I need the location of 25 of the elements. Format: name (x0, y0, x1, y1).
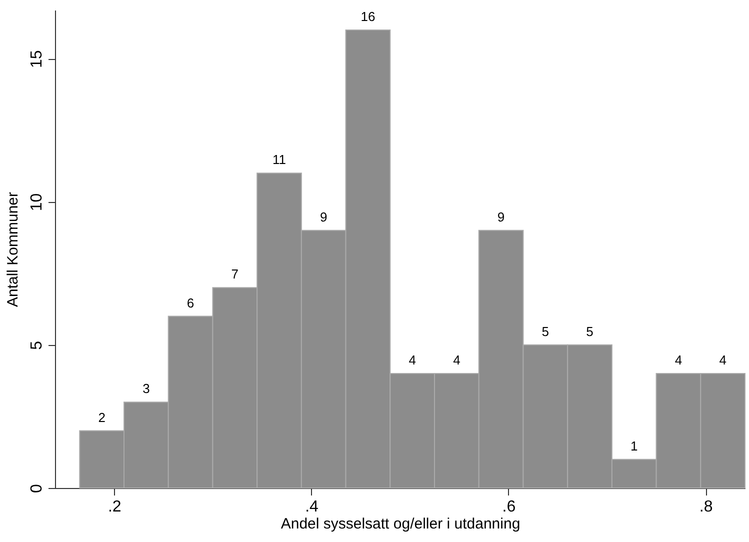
data-label: 1 (630, 438, 638, 454)
y-tick-label: 10 (28, 193, 46, 212)
data-label: 11 (272, 152, 286, 168)
data-label: 7 (231, 266, 239, 282)
data-label: 2 (98, 410, 106, 425)
data-label: 4 (453, 352, 460, 368)
y-axis-title: Antall Kommuner (4, 192, 22, 308)
x-tick-label: .2 (108, 498, 122, 516)
y-tick-label: 5 (28, 340, 46, 350)
x-tick-label: .8 (699, 498, 713, 516)
data-label: 4 (408, 352, 416, 368)
y-tick-label: 0 (28, 484, 46, 493)
data-label: 9 (497, 209, 505, 224)
data-label: 3 (142, 381, 150, 396)
data-label: 5 (542, 324, 550, 339)
data-label: 16 (360, 9, 376, 24)
y-tick-label: 15 (28, 50, 46, 68)
data-label: 5 (586, 324, 594, 339)
x-axis-title: Andel sysselsatt og/eller i utdanning (280, 516, 520, 532)
data-label: 9 (320, 209, 328, 224)
data-label: 6 (186, 295, 194, 310)
x-tick-label: .6 (502, 498, 516, 516)
data-label: 4 (674, 352, 682, 368)
data-label: 4 (719, 352, 726, 368)
x-tick-label: .4 (305, 498, 319, 516)
